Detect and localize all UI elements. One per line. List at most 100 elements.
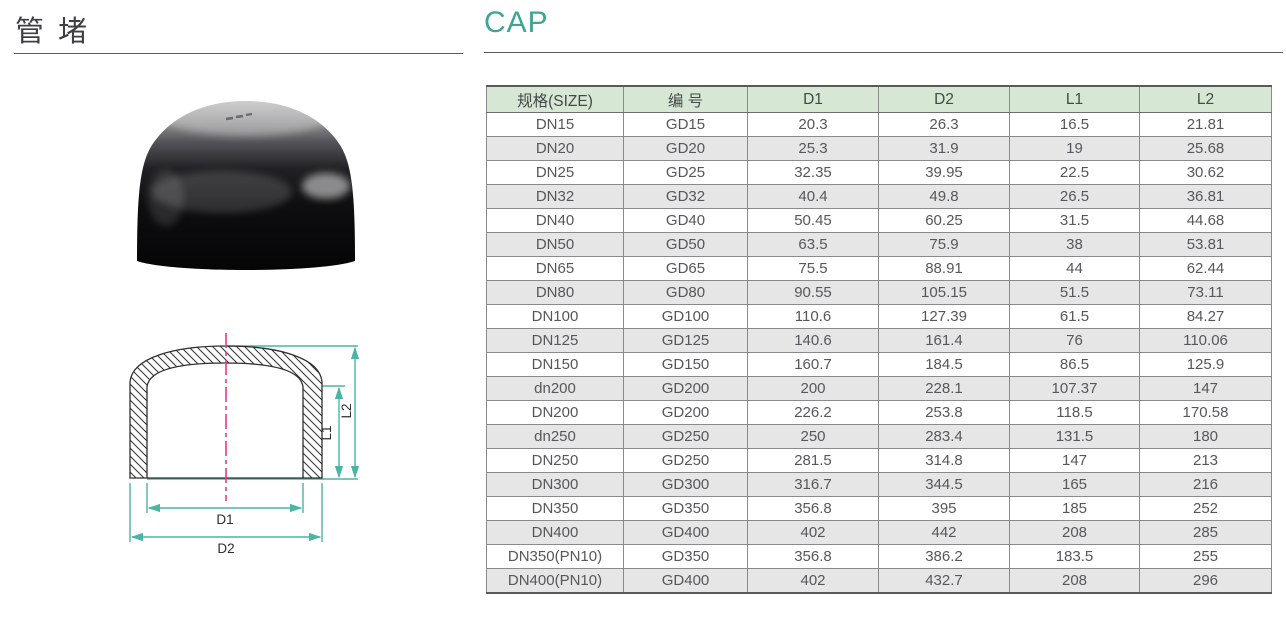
table-cell: 31.9 xyxy=(878,136,1010,161)
table-cell: 19 xyxy=(1009,136,1140,161)
table-cell: 296 xyxy=(1139,568,1272,594)
table-cell: DN100 xyxy=(486,304,624,329)
cap-logo-mark xyxy=(225,112,253,121)
table-row: DN400(PN10) GD400 402 432.7 208 296 xyxy=(486,568,1272,594)
column-header: 规格(SIZE) xyxy=(486,85,624,113)
table-cell: 386.2 xyxy=(878,544,1010,569)
table-cell: DN32 xyxy=(486,184,624,209)
table-cell: 26.3 xyxy=(878,112,1010,137)
table-row: DN32 GD32 40.4 49.8 26.5 36.81 xyxy=(486,184,1272,209)
table-cell: 213 xyxy=(1139,448,1272,473)
dimension-lines xyxy=(129,345,360,542)
dimension-label-l2: L2 xyxy=(339,403,354,418)
table-cell: GD400 xyxy=(623,568,748,594)
table-cell: DN50 xyxy=(486,232,624,257)
table-cell: 30.62 xyxy=(1139,160,1272,185)
table-cell: 88.91 xyxy=(878,256,1010,281)
table-cell: dn200 xyxy=(486,376,624,401)
table-cell: 170.58 xyxy=(1139,400,1272,425)
table-cell: 285 xyxy=(1139,520,1272,545)
table-cell: GD350 xyxy=(623,496,748,521)
table-cell: 20.3 xyxy=(747,112,879,137)
table-cell: 49.8 xyxy=(878,184,1010,209)
table-cell: 147 xyxy=(1009,448,1140,473)
column-header: 编 号 xyxy=(623,85,748,113)
table-cell: 228.1 xyxy=(878,376,1010,401)
table-cell: GD32 xyxy=(623,184,748,209)
table-cell: 395 xyxy=(878,496,1010,521)
table-cell: GD150 xyxy=(623,352,748,377)
table-cell: 402 xyxy=(747,520,879,545)
table-cell: GD125 xyxy=(623,328,748,353)
cap-highlight-band xyxy=(152,171,292,213)
table-cell: DN250 xyxy=(486,448,624,473)
spec-table: 规格(SIZE) 编 号 D1 D2 L1 L2 DN15 GD15 20.3 26.3 16.5… xyxy=(486,85,1272,594)
table-cell: DN200 xyxy=(486,400,624,425)
table-row: dn250 GD250 250 283.4 131.5 180 xyxy=(486,424,1272,449)
table-row: DN100 GD100 110.6 127.39 61.5 84.27 xyxy=(486,304,1272,329)
table-cell: DN300 xyxy=(486,472,624,497)
table-cell: GD300 xyxy=(623,472,748,497)
table-cell: 200 xyxy=(747,376,879,401)
table-cell: 73.11 xyxy=(1139,280,1272,305)
table-cell: 63.5 xyxy=(747,232,879,257)
table-row: DN80 GD80 90.55 105.15 51.5 73.11 xyxy=(486,280,1272,305)
table-cell: 253.8 xyxy=(878,400,1010,425)
table-body: DN15 GD15 20.3 26.3 16.5 21.81 DN20 GD20 25.3 31.… xyxy=(486,112,1272,594)
table-row: DN350(PN10) GD350 356.8 386.2 183.5 255 xyxy=(486,544,1272,569)
table-cell: GD15 xyxy=(623,112,748,137)
table-cell: 208 xyxy=(1009,520,1140,545)
table-cell: 250 xyxy=(747,424,879,449)
table-cell: DN25 xyxy=(486,160,624,185)
table-row: DN50 GD50 63.5 75.9 38 53.81 xyxy=(486,232,1272,257)
table-cell: DN125 xyxy=(486,328,624,353)
page-title-english: CAP xyxy=(484,6,549,39)
table-cell: 21.81 xyxy=(1139,112,1272,137)
table-row: DN250 GD250 281.5 314.8 147 213 xyxy=(486,448,1272,473)
table-cell: 107.37 xyxy=(1009,376,1140,401)
table-row: DN25 GD25 32.35 39.95 22.5 30.62 xyxy=(486,160,1272,185)
dimension-label-d1: D1 xyxy=(216,512,233,527)
table-row: DN15 GD15 20.3 26.3 16.5 21.81 xyxy=(486,112,1272,137)
table-cell: 40.4 xyxy=(747,184,879,209)
technical-drawing: D1 D2 L1 L2 xyxy=(129,333,360,556)
table-cell: GD65 xyxy=(623,256,748,281)
table-cell: 316.7 xyxy=(747,472,879,497)
table-cell: 160.7 xyxy=(747,352,879,377)
table-cell: 26.5 xyxy=(1009,184,1140,209)
table-cell: 131.5 xyxy=(1009,424,1140,449)
table-row: DN150 GD150 160.7 184.5 86.5 125.9 xyxy=(486,352,1272,377)
table-cell: GD20 xyxy=(623,136,748,161)
table-cell: 356.8 xyxy=(747,496,879,521)
table-cell: 208 xyxy=(1009,568,1140,594)
table-cell: GD80 xyxy=(623,280,748,305)
table-cell: GD100 xyxy=(623,304,748,329)
table-cell: 86.5 xyxy=(1009,352,1140,377)
table-cell: 39.95 xyxy=(878,160,1010,185)
table-cell: 402 xyxy=(747,568,879,594)
table-cell: DN15 xyxy=(486,112,624,137)
table-cell: GD50 xyxy=(623,232,748,257)
table-cell: 165 xyxy=(1009,472,1140,497)
table-cell: 252 xyxy=(1139,496,1272,521)
table-cell: 161.4 xyxy=(878,328,1010,353)
table-cell: 53.81 xyxy=(1139,232,1272,257)
table-cell: GD350 xyxy=(623,544,748,569)
table-cell: DN400(PN10) xyxy=(486,568,624,594)
table-cell: 22.5 xyxy=(1009,160,1140,185)
table-cell: 62.44 xyxy=(1139,256,1272,281)
table-cell: DN80 xyxy=(486,280,624,305)
table-row: DN40 GD40 50.45 60.25 31.5 44.68 xyxy=(486,208,1272,233)
table-header-row: 规格(SIZE) 编 号 D1 D2 L1 L2 xyxy=(486,85,1272,113)
table-cell: 283.4 xyxy=(878,424,1010,449)
table-cell: GD200 xyxy=(623,376,748,401)
cap-highlight-left xyxy=(148,170,184,226)
table-row: DN200 GD200 226.2 253.8 118.5 170.58 xyxy=(486,400,1272,425)
table-cell: 110.6 xyxy=(747,304,879,329)
table-cell: 61.5 xyxy=(1009,304,1140,329)
table-cell: 255 xyxy=(1139,544,1272,569)
table-cell: GD400 xyxy=(623,520,748,545)
table-cell: 314.8 xyxy=(878,448,1010,473)
table-cell: 118.5 xyxy=(1009,400,1140,425)
